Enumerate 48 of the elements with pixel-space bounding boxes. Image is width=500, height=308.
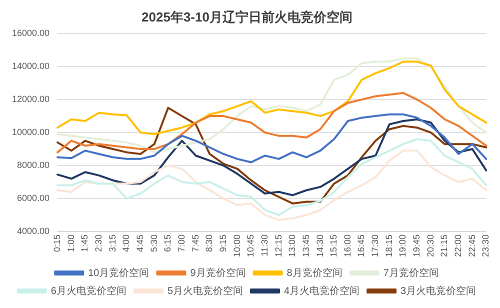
x-tick-label: 20:30 xyxy=(425,234,436,258)
x-tick-label: 19:00 xyxy=(398,234,408,258)
x-tick-label: 14:30 xyxy=(314,234,325,258)
x-tick-label: 12:15 xyxy=(273,234,284,258)
x-tick-label: 5:30 xyxy=(148,234,159,252)
x-tick-label: 16:45 xyxy=(356,234,366,258)
x-tick-label: 6:15 xyxy=(162,234,173,252)
x-tick-label: 10:00 xyxy=(232,234,242,258)
y-tick-label: 12000.00 xyxy=(12,94,50,104)
legend-label: 9月竞价空间 xyxy=(190,266,246,279)
x-tick-label: 19:45 xyxy=(412,234,422,258)
x-tick-label: 23:30 xyxy=(480,234,491,258)
x-tick-label: 2:30 xyxy=(94,234,104,252)
x-tick-label: 9:15 xyxy=(218,234,228,252)
x-tick-label: 11:30 xyxy=(259,234,270,256)
x-tick-label: 8:30 xyxy=(204,234,214,252)
x-tick-label: 15:15 xyxy=(328,234,339,258)
x-tick-label: 3:15 xyxy=(107,234,118,252)
x-tick-label: 18:15 xyxy=(384,234,394,258)
legend-label: 7月竞价空间 xyxy=(383,266,439,279)
x-tick-label: 1:00 xyxy=(66,234,76,252)
y-tick-label: 14000.00 xyxy=(12,61,50,72)
y-tick-label: 6000.00 xyxy=(16,192,50,203)
y-tick-label: 10000.00 xyxy=(12,127,50,138)
x-tick-label: 16:00 xyxy=(342,234,352,258)
x-tick-label: 4:45 xyxy=(134,234,145,252)
x-tick-label: 22:00 xyxy=(453,234,464,258)
legend-label: 5月火电竞价空间 xyxy=(167,284,243,297)
y-tick-label: 4000.00 xyxy=(16,226,50,236)
y-tick-label: 16000.00 xyxy=(12,28,50,38)
x-tick-label: 1:45 xyxy=(80,234,90,252)
x-tick-label: 10:45 xyxy=(246,234,256,258)
x-tick-label: 21:15 xyxy=(439,234,450,258)
x-tick-label: 7:45 xyxy=(190,234,200,252)
legend-label: 6月火电竞价空间 xyxy=(50,284,126,297)
chart-title: 2025年3-10月辽宁日前火电竞价空间 xyxy=(142,9,352,24)
legend-label: 4月火电竞价空间 xyxy=(284,284,360,297)
legend-label: 3月火电竞价空间 xyxy=(400,284,476,297)
y-tick-label: 8000.00 xyxy=(16,160,50,170)
legend-label: 10月竞价空间 xyxy=(88,266,150,279)
x-tick-label: 22:45 xyxy=(466,234,477,258)
x-tick-label: 7:00 xyxy=(176,234,186,252)
x-tick-label: 4:00 xyxy=(121,234,132,252)
legend-label: 8月竞价空间 xyxy=(286,266,342,279)
x-tick-label: 13:00 xyxy=(287,234,298,258)
x-tick-label: 13:45 xyxy=(300,234,311,258)
x-tick-label: 17:30 xyxy=(370,234,380,258)
x-tick-label: 0:15 xyxy=(52,234,62,252)
